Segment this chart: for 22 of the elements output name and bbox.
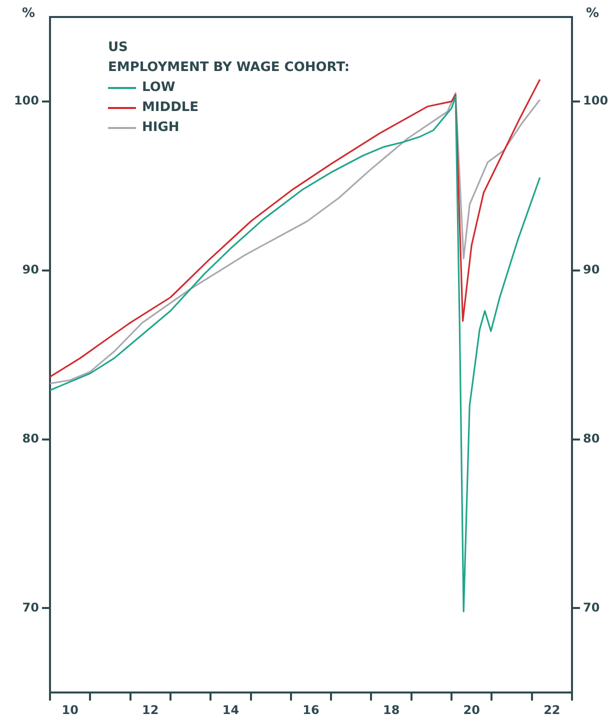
- y2-axis-title: %: [586, 6, 600, 21]
- legend-label: HIGH: [142, 119, 180, 137]
- x-tick-label: 22: [544, 702, 560, 717]
- y2-tick-label: 90: [583, 262, 600, 276]
- x-tick-label: 18: [382, 702, 400, 717]
- y-axis-title: %: [22, 6, 36, 21]
- x-tick-label: 12: [142, 702, 159, 717]
- legend-label: LOW: [142, 79, 176, 97]
- y2-tick-label: 100: [583, 94, 608, 108]
- x-tick-label: 10: [62, 702, 78, 717]
- y-tick-label: 70: [22, 600, 39, 614]
- y-tick-label: 90: [22, 262, 39, 276]
- x-tick-label: 20: [463, 702, 480, 717]
- x-tick-label: 16: [302, 702, 320, 717]
- legend-title: EMPLOYMENT BY WAGE COHORT:: [108, 59, 350, 77]
- y2-tick-label: 80: [583, 431, 600, 446]
- y-tick-label: 80: [22, 431, 39, 446]
- legend-label: MIDDLE: [142, 99, 199, 117]
- y2-tick-label: 70: [583, 600, 600, 614]
- text: US: [108, 39, 129, 57]
- y-tick-label: 100: [14, 94, 39, 108]
- x-tick-label: 14: [222, 702, 240, 717]
